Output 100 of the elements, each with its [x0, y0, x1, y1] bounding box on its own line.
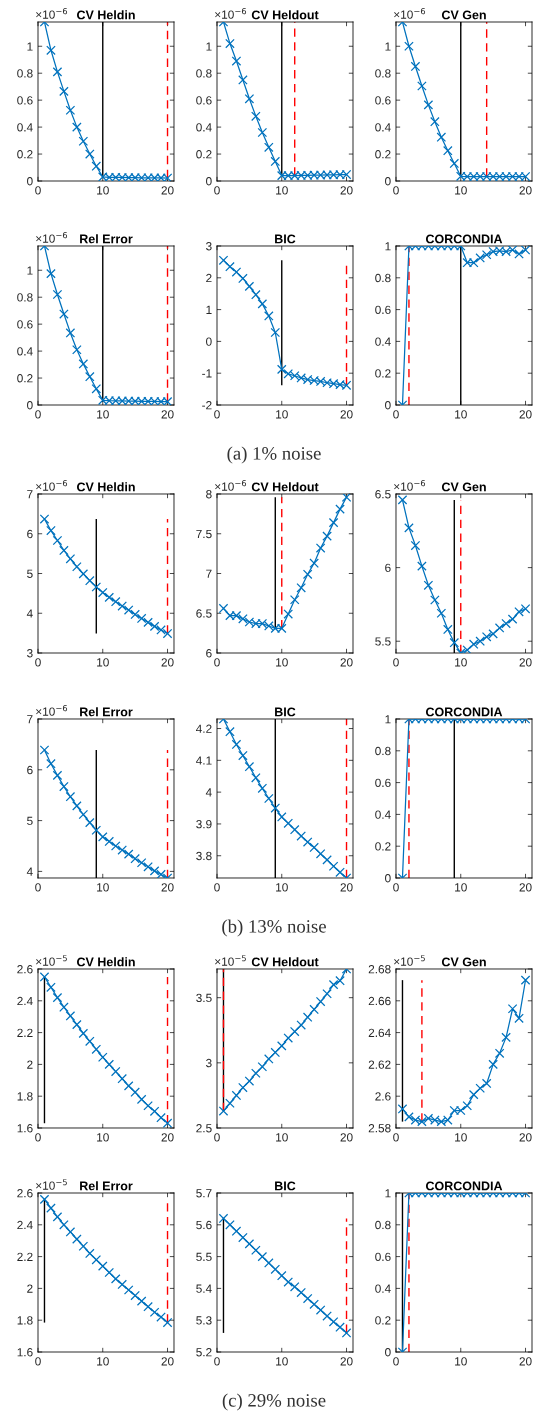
y-tick-label: 5.2: [196, 1348, 212, 1357]
y-tick-label: 0.8: [375, 1220, 391, 1230]
text: ×10$^{−5}$: [36, 955, 67, 966]
x-tick-label: 0: [393, 883, 399, 892]
point: [296, 831, 306, 841]
point: [270, 1264, 281, 1275]
chart-title: BIC: [275, 707, 296, 717]
y-tick-label: 6.5: [375, 490, 391, 499]
y-tick-label: 0: [385, 401, 391, 410]
x-tick-label: 20: [340, 1357, 353, 1366]
point: [283, 818, 294, 829]
point: [335, 975, 345, 986]
point: [117, 601, 127, 611]
point: [244, 761, 255, 772]
y-tick-label: 5.7: [196, 1189, 212, 1198]
chart-title: CORCONDIA: [425, 234, 503, 244]
point: [65, 105, 76, 116]
y-tick-label: 0.4: [196, 123, 212, 132]
point: [404, 523, 414, 533]
point: [475, 1083, 485, 1094]
y-tick-label: 5.5: [375, 637, 391, 646]
x-tick-label: 20: [519, 1133, 532, 1142]
point: [136, 857, 147, 868]
point: [507, 614, 518, 624]
point: [322, 1311, 332, 1321]
point: [52, 535, 63, 546]
y-tick-label: 0.2: [17, 374, 33, 383]
x-tick-label: 20: [519, 410, 532, 419]
chart-title: BIC: [275, 1181, 296, 1191]
point: [225, 261, 235, 272]
point: [238, 1082, 248, 1093]
point: [436, 132, 447, 142]
point: [481, 1078, 492, 1089]
chart-title: Rel Error: [80, 1181, 133, 1191]
y-tick-label: 0.2: [375, 369, 391, 378]
y-tick-label: 0.6: [196, 96, 212, 105]
y-tick-label: -2: [202, 401, 212, 410]
point: [231, 1090, 242, 1101]
y-tick-label: 4: [26, 609, 33, 618]
point: [143, 862, 153, 872]
point: [110, 596, 121, 607]
point: [104, 1267, 115, 1278]
point: [475, 253, 485, 263]
text: ×10$^{−5}$: [215, 955, 246, 966]
point: [110, 1066, 121, 1077]
point: [520, 975, 531, 985]
y-tick-label: 2.6: [375, 1092, 391, 1101]
point: [501, 618, 511, 629]
point: [481, 632, 492, 642]
text: ×10$^{−5}$: [394, 955, 425, 966]
chart-title: CV Heldout: [251, 10, 319, 20]
point: [130, 1290, 140, 1301]
point: [244, 94, 255, 104]
y-tick-label: 0.2: [17, 150, 33, 159]
point: [91, 1044, 102, 1055]
point: [309, 1004, 319, 1015]
point: [218, 1106, 229, 1116]
y-tick-label: 2.62: [368, 1060, 391, 1069]
point: [85, 1248, 95, 1259]
point: [488, 629, 498, 639]
y-tick-label: 7.5: [196, 529, 212, 539]
x-tick-label: 0: [393, 1133, 399, 1142]
point: [315, 996, 326, 1007]
y-tick-label: 3.9: [196, 819, 212, 829]
point: [59, 781, 69, 792]
point: [302, 569, 313, 580]
chart-title: BIC: [275, 234, 296, 244]
point: [65, 791, 76, 802]
y-tick-label: 3: [27, 649, 33, 658]
point: [244, 1239, 255, 1249]
y-tick-label: 2.4: [17, 996, 33, 1006]
point: [97, 832, 108, 842]
point: [309, 842, 319, 853]
point: [397, 495, 408, 505]
y-tick-label: 2.58: [368, 1124, 391, 1133]
point: [149, 866, 160, 876]
point: [123, 1285, 134, 1295]
point: [430, 595, 440, 605]
text: ×10$^{−5}$: [36, 1179, 67, 1190]
x-tick-label: 0: [214, 1357, 220, 1366]
point: [104, 836, 115, 847]
x-tick-label: 10: [97, 883, 109, 892]
x-tick-label: 20: [161, 658, 174, 667]
point: [65, 554, 76, 564]
point: [231, 267, 242, 277]
point: [328, 517, 339, 528]
x-tick-label: 0: [214, 658, 220, 667]
point: [238, 273, 248, 284]
point: [85, 149, 95, 159]
point: [322, 988, 332, 999]
text: (c) 29% noise: [222, 1393, 326, 1411]
x-tick-label: 0: [35, 186, 41, 195]
y-tick-label: 0.6: [17, 320, 33, 329]
y-tick-label: 0.6: [375, 305, 391, 314]
text: ×10$^{−6}$: [36, 8, 68, 19]
x-tick-label: 0: [214, 410, 220, 419]
point: [218, 1213, 229, 1224]
point: [417, 81, 427, 91]
point: [443, 624, 453, 635]
text: ×10$^{−6}$: [394, 8, 426, 19]
